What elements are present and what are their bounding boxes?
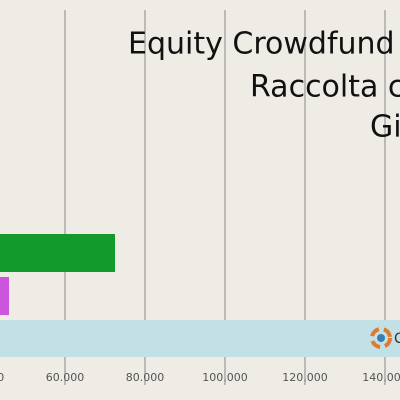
x-tick-label: 80.000 [126,371,165,384]
footer-band [0,320,400,357]
svg-text:C: C [394,331,400,347]
chart-title: Raccolta c [250,70,400,105]
x-tick-label: 100.000 [202,371,248,384]
bar [0,277,9,315]
chart-title: Gi [370,110,400,145]
x-tick-label: 120.000 [282,371,328,384]
logo: C [370,327,400,349]
x-tick-label: 140.000 [362,371,400,384]
x-tick-label: 60.000 [46,371,85,384]
x-tick-label: 40.000 [0,371,4,384]
chart-title: Equity Crowdfund [128,27,395,62]
bar [0,234,115,272]
